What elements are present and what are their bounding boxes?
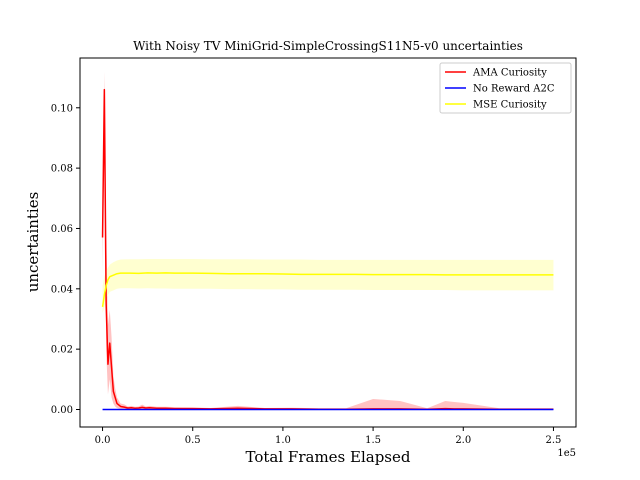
legend-entries: AMA Curiosity No Reward A2C MSE Curiosity: [445, 68, 555, 111]
x-tick-label: 0.0: [95, 435, 111, 446]
x-tick-label: 1.5: [365, 435, 381, 446]
x-tick-label: 2.5: [546, 435, 562, 446]
legend: AMA Curiosity No Reward A2C MSE Curiosity: [439, 62, 572, 114]
x-axis-offset-label: 1e5: [557, 448, 576, 459]
line-mse-curiosity: [101, 272, 554, 308]
legend-label-mse-curiosity: MSE Curiosity: [473, 100, 547, 111]
x-axis-ticks: 0.0 0.5 1.0 1.5 2.0 2.5: [95, 427, 562, 446]
plot-frame: [79, 57, 577, 428]
y-tick-label: 0.08: [51, 164, 73, 175]
legend-label-no-reward-a2c: No Reward A2C: [473, 84, 555, 95]
legend-label-ama-curiosity: AMA Curiosity: [472, 68, 547, 79]
legend-box: [439, 62, 572, 114]
chart-title: With Noisy TV MiniGrid-SimpleCrossingS11…: [133, 39, 523, 53]
x-tick-label: 0.5: [185, 435, 201, 446]
y-axis-ticks: 0.00 0.02 0.04 0.06 0.08 0.10: [51, 103, 80, 416]
series-lines: [101, 88, 554, 411]
band-mse-curiosity: [102, 258, 554, 313]
y-tick-label: 0.10: [51, 103, 73, 114]
x-axis-label: Total Frames Elapsed: [246, 448, 411, 466]
y-tick-label: 0.06: [51, 224, 73, 235]
y-tick-label: 0.00: [51, 405, 73, 416]
y-axis-label: uncertainties: [24, 192, 42, 293]
y-tick-label: 0.02: [51, 345, 73, 356]
x-tick-label: 1.0: [275, 435, 291, 446]
x-tick-label: 2.0: [455, 435, 471, 446]
confidence-bands: [102, 71, 554, 410]
y-tick-label: 0.04: [51, 284, 73, 295]
